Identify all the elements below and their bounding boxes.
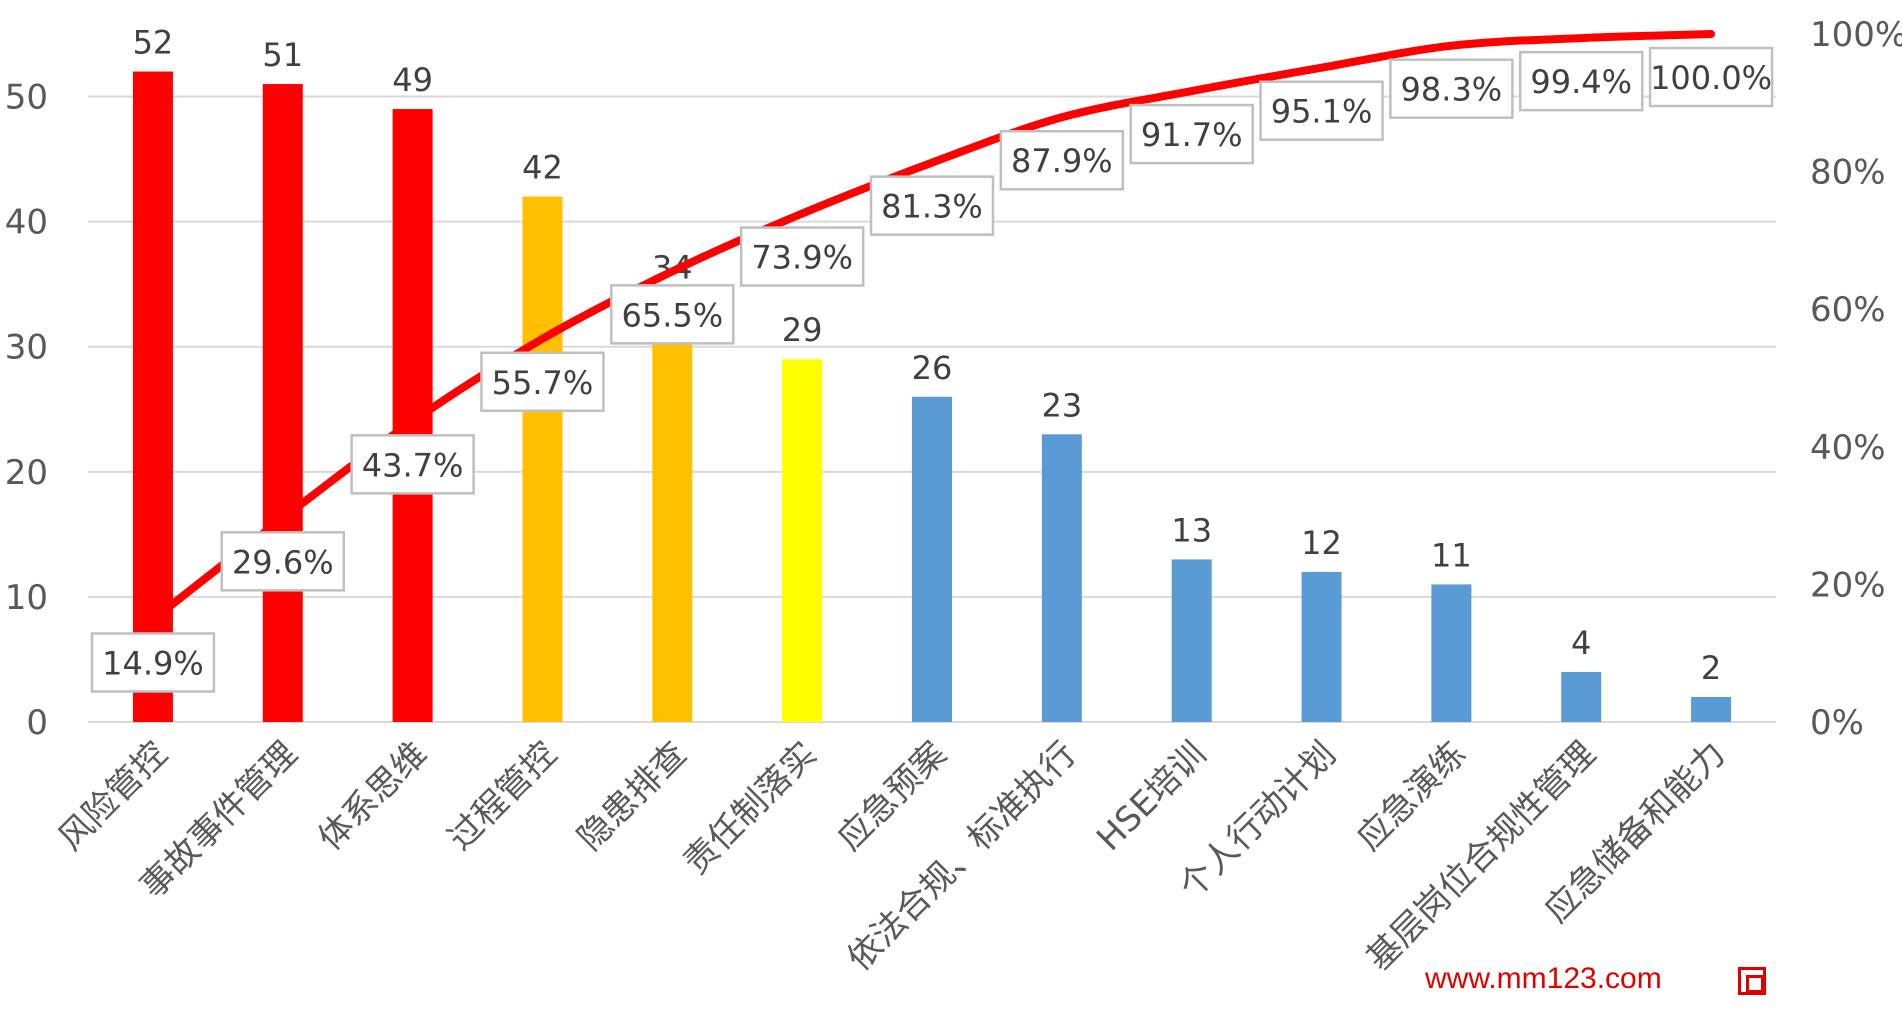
cumulative-label: 43.7%: [350, 434, 475, 495]
category-label: 隐患排查: [570, 734, 694, 858]
cumulative-label: 100.0%: [1648, 46, 1774, 108]
cumulative-label: 29.6%: [220, 531, 346, 592]
bar-value-label: 23: [1041, 386, 1082, 424]
cumulative-label-text: 91.7%: [1141, 116, 1243, 154]
cumulative-label-text: 29.6%: [232, 543, 334, 581]
left-tick-label: 0: [26, 703, 48, 743]
cumulative-label-box: [999, 129, 1125, 191]
cumulative-label-box: [1389, 58, 1514, 119]
bar-value-label: 49: [392, 61, 433, 99]
cumulative-label-text: 14.9%: [102, 644, 204, 682]
left-tick-label: 40: [5, 203, 48, 243]
bar-value-label: 42: [522, 149, 563, 187]
cumulative-label-text: 95.1%: [1271, 93, 1373, 131]
bar-value-label: 29: [782, 311, 823, 349]
left-tick-label: 20: [5, 453, 48, 493]
cumulative-label-text: 73.9%: [751, 239, 853, 277]
cumulative-label-box: [90, 632, 216, 693]
right-tick-label: 100%: [1810, 15, 1902, 55]
category-label: 过程管控: [440, 734, 564, 858]
bar: [1171, 559, 1212, 722]
bar-value-label: 13: [1171, 511, 1212, 549]
cumulative-label-box: [739, 226, 865, 287]
watermark-text: www.mm123.com: [1425, 962, 1662, 995]
bar-value-label: 12: [1301, 524, 1342, 562]
bar: [262, 84, 303, 722]
category-label: 体系思维: [311, 734, 435, 858]
category-label: 应急演练: [1349, 734, 1473, 858]
bar-value-label: 4: [1571, 624, 1591, 662]
right-tick-label: 60%: [1810, 290, 1886, 330]
bar: [1041, 434, 1082, 722]
category-label: 基层岗位合规性管理: [1359, 734, 1604, 979]
cumulative-label-box: [869, 175, 995, 236]
bar-value-label: 11: [1431, 536, 1472, 574]
right-tick-label: 0%: [1810, 703, 1864, 743]
cumulative-label: 91.7%: [1129, 103, 1254, 165]
cumulative-label-box: [350, 434, 475, 495]
mm123-logo-icon: [1738, 967, 1766, 995]
bar: [1301, 571, 1342, 722]
bar: [1561, 671, 1602, 722]
cumulative-label: 99.4%: [1518, 50, 1644, 112]
cumulative-label: 87.9%: [999, 129, 1125, 191]
bars: [132, 71, 1732, 723]
cumulative-label-text: 99.4%: [1530, 63, 1632, 101]
bar-value-label: 52: [133, 24, 174, 62]
cumulative-percent-labels: 14.9% 29.6% 43.7% 55.7% 65.5% 73.9% 81.3% 87.9%…: [90, 46, 1774, 693]
bar-value-label: 2: [1701, 649, 1721, 687]
cumulative-label-box: [1648, 46, 1774, 108]
cumulative-label-text: 81.3%: [881, 188, 983, 226]
cumulative-percent-line: [148, 30, 1716, 624]
bar: [782, 359, 823, 722]
bar: [1691, 696, 1732, 722]
cumulative-label-box: [1129, 103, 1254, 165]
left-tick-label: 10: [5, 578, 48, 618]
left-tick-label: 30: [5, 328, 48, 368]
bar: [912, 396, 952, 722]
cumulative-label-text: 98.3%: [1401, 71, 1503, 109]
cumulative-label-box: [220, 531, 346, 592]
bar-value-label: 51: [262, 36, 303, 74]
cumulative-label-text: 43.7%: [362, 446, 464, 484]
cumulative-label-text: 65.5%: [621, 296, 723, 334]
bar: [652, 296, 693, 722]
cumulative-label-box: [610, 284, 735, 345]
bar-value-label: 26: [912, 349, 953, 387]
left-tick-label: 50: [5, 78, 48, 118]
cumulative-label-box: [1518, 50, 1644, 112]
cumulative-label: 14.9%: [90, 632, 216, 693]
category-label: 应急预案: [830, 734, 954, 858]
right-axis-ticks: 0% 20% 40% 60% 80% 100%: [1810, 15, 1902, 743]
category-label: 依法合规、标准执行: [840, 734, 1085, 979]
category-label: 责任制落实: [676, 734, 824, 882]
cumulative-label-text: 100.0%: [1650, 59, 1772, 97]
cumulative-label: 95.1%: [1259, 80, 1384, 141]
cumulative-label: 98.3%: [1389, 58, 1514, 119]
category-label: 风险管控: [51, 734, 175, 858]
cumulative-label: 65.5%: [610, 284, 735, 345]
bar: [132, 71, 173, 722]
category-label: HSE培训: [1089, 734, 1214, 859]
cumulative-label-box: [1259, 80, 1384, 141]
cumulative-label: 55.7%: [480, 351, 605, 413]
bar: [1431, 584, 1472, 722]
cumulative-label: 73.9%: [739, 226, 865, 287]
left-axis-ticks: 0 10 20 30 40 50: [5, 78, 48, 743]
right-tick-label: 80%: [1810, 153, 1886, 193]
cumulative-label-box: [480, 351, 605, 413]
bar: [522, 196, 563, 723]
right-tick-label: 20%: [1810, 565, 1886, 605]
right-tick-label: 40%: [1810, 428, 1886, 468]
cumulative-label-text: 87.9%: [1011, 142, 1113, 180]
cumulative-label: 81.3%: [869, 175, 995, 236]
cumulative-label-text: 55.7%: [492, 364, 594, 402]
